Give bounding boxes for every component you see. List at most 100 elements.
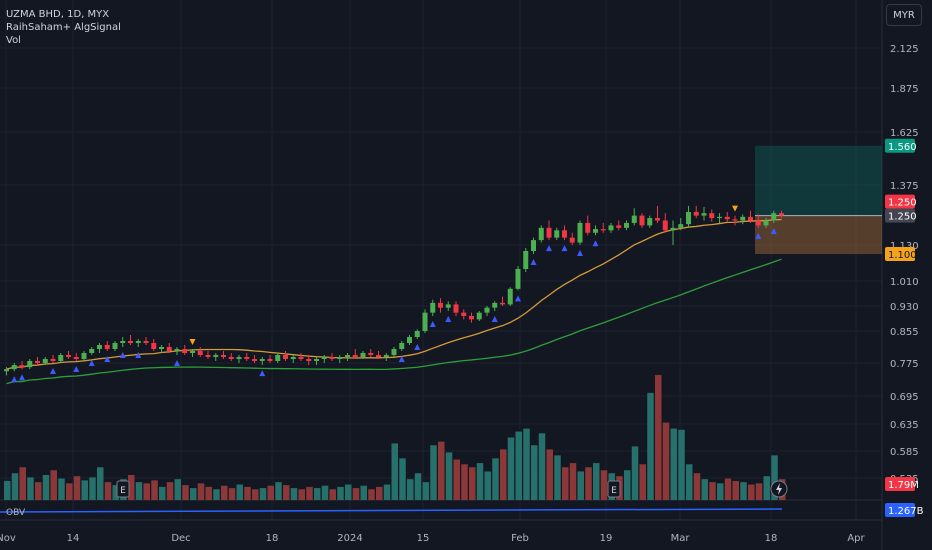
candle-body bbox=[593, 229, 598, 233]
candle-body bbox=[515, 269, 521, 289]
candle-body bbox=[453, 304, 459, 313]
candle bbox=[492, 301, 498, 311]
time-tick-label: 19 bbox=[600, 533, 613, 544]
obv-label[interactable]: OBV bbox=[6, 508, 26, 518]
buy-signal-icon bbox=[577, 250, 583, 256]
volume-bar bbox=[306, 486, 313, 500]
volume-bar bbox=[631, 446, 639, 500]
price-axis[interactable]: 2.125 1.875 1.625 1.375 1.130 1.010 0.930 0.855… bbox=[890, 44, 919, 485]
candle bbox=[562, 225, 567, 241]
earnings-marker-glyph: E bbox=[120, 486, 126, 496]
candle-body bbox=[771, 213, 777, 221]
candle bbox=[112, 341, 118, 351]
candle bbox=[709, 209, 715, 222]
candle-body bbox=[484, 307, 490, 313]
candle bbox=[329, 353, 335, 361]
candle bbox=[259, 357, 265, 366]
last-price-badge: 1.250 bbox=[885, 194, 917, 209]
indicator-name[interactable]: RaihSaham+ AlgSignal bbox=[6, 22, 121, 33]
candle-body bbox=[709, 213, 715, 219]
volume-bar bbox=[383, 484, 391, 500]
candle-body bbox=[438, 302, 443, 308]
candle-body bbox=[748, 216, 753, 221]
candle-body bbox=[414, 331, 420, 337]
candle-body bbox=[476, 312, 482, 320]
long-position-tool[interactable] bbox=[755, 145, 882, 254]
candle bbox=[678, 218, 684, 231]
candle-body bbox=[755, 220, 761, 226]
volume-bar bbox=[655, 375, 662, 500]
candle bbox=[228, 353, 234, 361]
candle bbox=[484, 306, 490, 316]
candle bbox=[283, 351, 288, 361]
volume-bar bbox=[35, 482, 42, 500]
entry-price-badge-bg bbox=[885, 208, 915, 223]
symbol-title[interactable]: UZMA BHD, 1D, MYX bbox=[6, 9, 110, 20]
candle bbox=[174, 347, 180, 355]
candle bbox=[166, 343, 172, 353]
candle bbox=[763, 218, 769, 228]
volume-bar bbox=[58, 478, 65, 500]
volume-bar bbox=[662, 422, 670, 500]
volume-bar bbox=[190, 488, 197, 500]
candle-body bbox=[283, 355, 288, 359]
volume-bar bbox=[476, 463, 484, 500]
volume-bar bbox=[670, 428, 677, 500]
volume-bar bbox=[213, 489, 220, 500]
buy-signal-icon bbox=[592, 240, 599, 247]
price-badges: 1.560 1.250 1.250 1.100 1.79M 1.267B bbox=[885, 138, 924, 517]
volume-bar bbox=[500, 449, 507, 500]
volume-bar bbox=[693, 473, 701, 500]
sell-signal-icon bbox=[189, 339, 196, 345]
candle-body bbox=[66, 355, 71, 357]
candle-body bbox=[275, 355, 281, 361]
buy-signal-icon bbox=[119, 352, 126, 358]
candle bbox=[128, 335, 133, 345]
candle-body bbox=[531, 240, 536, 251]
volume-bar bbox=[236, 484, 243, 500]
candle bbox=[701, 207, 707, 221]
candle-body bbox=[686, 211, 691, 225]
candle-body bbox=[73, 357, 79, 359]
volume-label[interactable]: Vol bbox=[6, 35, 21, 46]
earnings-marker-frame bbox=[607, 480, 621, 498]
candle-body bbox=[205, 355, 211, 357]
candle-body bbox=[608, 225, 614, 231]
candle bbox=[554, 227, 560, 241]
volume-bar bbox=[259, 488, 267, 500]
price-tick-label: 1.625 bbox=[890, 128, 919, 139]
time-tick-label: Apr bbox=[847, 533, 865, 544]
volume-bar bbox=[283, 485, 290, 500]
candle-body bbox=[360, 353, 366, 357]
volume-bar bbox=[624, 470, 631, 500]
candle bbox=[290, 355, 296, 363]
volume-bar bbox=[538, 433, 546, 500]
volume-bar bbox=[732, 480, 739, 500]
time-tick-label: 2024 bbox=[337, 533, 362, 544]
candle-body bbox=[190, 351, 195, 353]
currency-button[interactable]: MYR bbox=[886, 4, 922, 26]
time-tick-label: 14 bbox=[67, 533, 80, 544]
candle bbox=[321, 355, 327, 363]
candle-body bbox=[143, 341, 149, 343]
candle-body bbox=[399, 343, 405, 349]
buy-signal-icon bbox=[755, 232, 762, 239]
candle bbox=[523, 248, 529, 272]
volume-bar bbox=[128, 475, 135, 500]
volume-bar bbox=[701, 479, 708, 500]
buy-signal-icon bbox=[561, 245, 568, 252]
volume-bar bbox=[414, 473, 422, 500]
volume-bar bbox=[27, 477, 34, 500]
candle-body bbox=[290, 357, 296, 359]
candle bbox=[267, 355, 273, 363]
buy-signal-icon bbox=[530, 259, 537, 265]
time-axis[interactable]: Nov 14 Dec 18 2024 15 Feb 19 Mar 18 Apr bbox=[0, 533, 866, 544]
candle bbox=[593, 225, 598, 236]
obv-badge: 1.267B bbox=[885, 503, 924, 517]
candle-body bbox=[259, 359, 265, 361]
volume-bar bbox=[709, 482, 716, 500]
candle-body bbox=[104, 345, 110, 349]
candle bbox=[190, 349, 195, 357]
